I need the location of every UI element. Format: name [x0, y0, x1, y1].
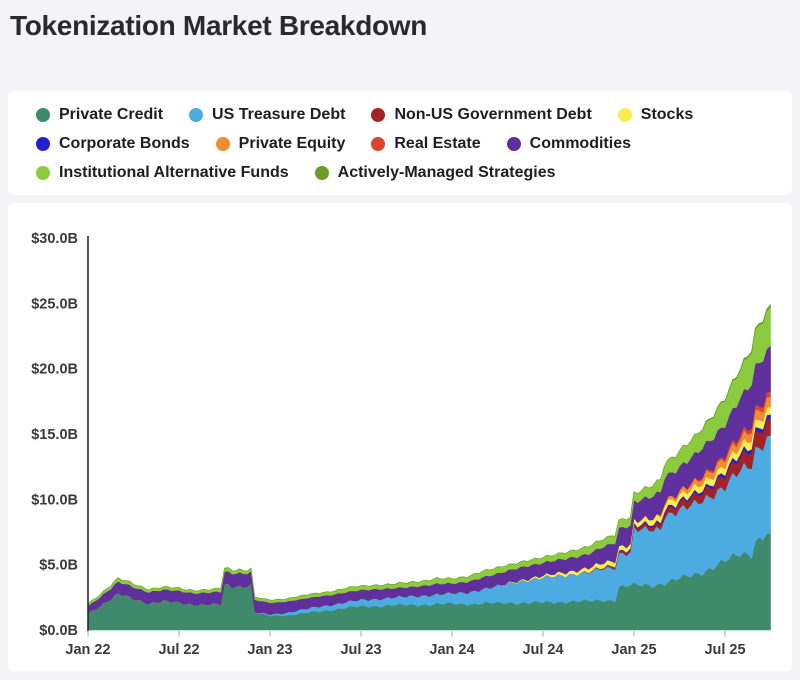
chart-legend: Private Credit US Treasure Debt Non-US Gov…: [8, 91, 792, 195]
real-estate-swatch-icon: [371, 137, 386, 151]
legend-row: Institutional Alternative Funds Actively-…: [36, 162, 774, 184]
legend-item-stocks[interactable]: Stocks: [617, 106, 694, 124]
non-us-government-debt-swatch-icon: [371, 108, 386, 122]
legend-label: Institutional Alternative Funds: [59, 164, 289, 181]
y-axis-label: $20.0B: [31, 362, 78, 378]
legend-item-corporate-bonds[interactable]: Corporate Bonds: [36, 135, 190, 153]
us-treasure-debt-swatch-icon: [189, 108, 204, 122]
x-axis-label: Jan 24: [429, 642, 474, 658]
y-axis-label: $15.0B: [31, 427, 78, 443]
actively-managed-strategies-swatch-icon: [314, 166, 329, 180]
y-axis-label: $25.0B: [31, 296, 78, 312]
x-axis-label: Jul 23: [340, 642, 381, 658]
y-axis-label: $5.0B: [39, 558, 78, 574]
legend-label: Private Equity: [238, 135, 346, 152]
x-axis-label: Jul 25: [704, 642, 745, 658]
y-axis-label: $10.0B: [31, 492, 78, 508]
stocks-swatch-icon: [617, 108, 632, 122]
institutional-alternative-funds-swatch-icon: [36, 166, 50, 180]
legend-item-private-equity[interactable]: Private Equity: [215, 135, 346, 153]
commodities-swatch-icon: [506, 137, 521, 151]
legend-label: Corporate Bonds: [59, 135, 190, 152]
private-credit-swatch-icon: [36, 108, 50, 122]
legend-label: Real Estate: [394, 135, 481, 152]
legend-item-actively-managed-strategies[interactable]: Actively-Managed Strategies: [314, 164, 556, 182]
legend-item-institutional-alternative-funds[interactable]: Institutional Alternative Funds: [36, 164, 289, 182]
legend-label: US Treasure Debt: [212, 106, 346, 123]
stacked-area-chart: $0.0B $5.0B $10.0B $15.0B $20.0B $25.0B $30.0B…: [31, 231, 771, 658]
legend-row: Corporate Bonds Private Equity Real Estate…: [36, 133, 774, 155]
legend-label: Non-US Government Debt: [394, 106, 592, 123]
area-band-actively-managed-strategies[interactable]: [87, 303, 771, 605]
legend-item-non-us-government-debt[interactable]: Non-US Government Debt: [371, 106, 592, 124]
legend-item-private-credit[interactable]: Private Credit: [36, 106, 163, 124]
legend-label: Private Credit: [59, 106, 164, 123]
legend-label: Stocks: [640, 106, 694, 123]
x-axis-label: Jan 22: [65, 642, 110, 658]
legend-item-us-treasure-debt[interactable]: US Treasure Debt: [189, 106, 345, 124]
x-axis-label: Jan 23: [247, 642, 292, 658]
page-title: Tokenization Market Breakdown: [10, 10, 428, 41]
chart-card: $0.0B $5.0B $10.0B $15.0B $20.0B $25.0B $30.0B…: [8, 203, 792, 671]
legend-label: Commodities: [529, 135, 631, 152]
legend-item-real-estate[interactable]: Real Estate: [371, 135, 481, 153]
y-axis-label: $30.0B: [31, 231, 78, 247]
legend-row: Private Credit US Treasure Debt Non-US Gov…: [36, 104, 774, 126]
corporate-bonds-swatch-icon: [36, 137, 50, 151]
private-equity-swatch-icon: [215, 137, 230, 151]
legend-label: Actively-Managed Strategies: [337, 164, 556, 181]
y-axis-label: $0.0B: [39, 623, 78, 639]
legend-rows: Private Credit US Treasure Debt Non-US Gov…: [36, 104, 774, 184]
x-axis-label: Jul 22: [158, 642, 199, 658]
x-axis-label: Jul 24: [522, 642, 563, 658]
legend-item-commodities[interactable]: Commodities: [506, 135, 631, 153]
x-axis-label: Jan 25: [611, 642, 656, 658]
